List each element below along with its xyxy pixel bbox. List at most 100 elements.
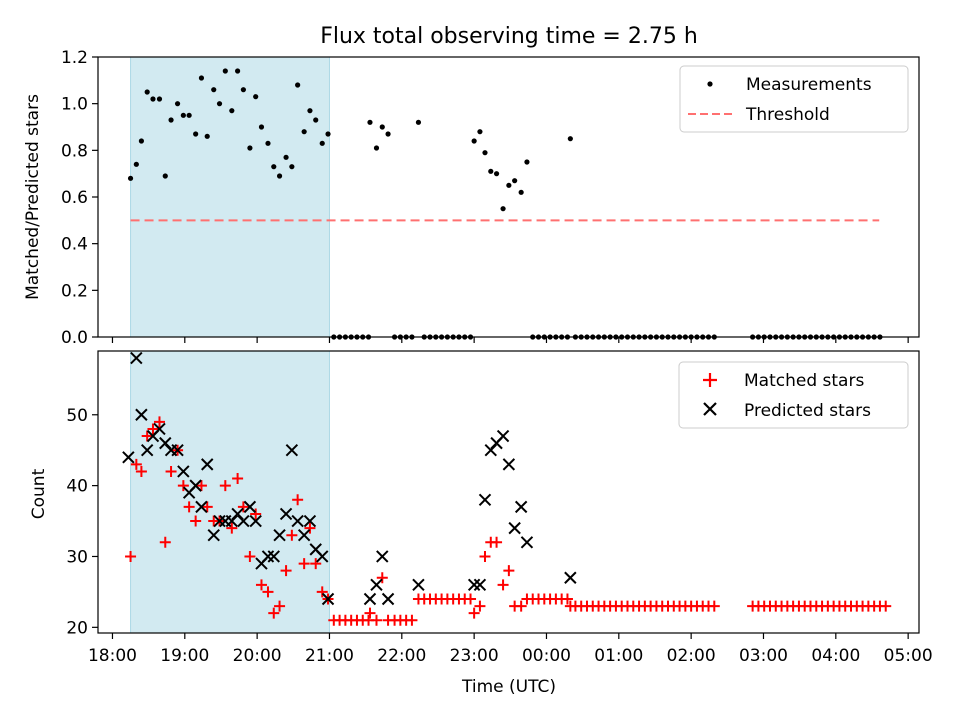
x-tick-label: 04:00 — [811, 646, 860, 666]
measurement-point — [471, 138, 477, 144]
measurement-point — [247, 145, 253, 151]
matched-star-point — [141, 430, 153, 442]
x-axis-label: Time (UTC) — [461, 677, 556, 697]
matched-star-point — [130, 458, 142, 470]
matched-star-point — [370, 614, 382, 626]
measurement-point — [319, 140, 325, 146]
measurement-point — [198, 75, 205, 81]
predicted-star-point — [370, 578, 383, 592]
predicted-star-point — [207, 529, 220, 542]
x-tick-label: 18:00 — [88, 646, 137, 666]
x-tick-label: 05:00 — [884, 646, 933, 666]
y-tick-label: 0.2 — [61, 281, 88, 301]
top-observing-span — [130, 56, 330, 338]
legend-threshold-label: Threshold — [745, 105, 830, 125]
legend-predicted-label: Predicted stars — [744, 401, 871, 421]
matched-star-point — [304, 522, 316, 534]
predicted-star-point — [316, 550, 329, 563]
predicted-star-point — [201, 458, 214, 471]
predicted-star-point — [473, 578, 487, 592]
bottom-legend-box — [678, 361, 909, 429]
predicted-star-point — [496, 429, 510, 443]
predicted-star-point — [291, 514, 304, 528]
predicted-star-point — [564, 571, 577, 584]
matched-star-point — [298, 558, 310, 570]
predicted-star-point — [189, 479, 202, 492]
measurement-point — [174, 101, 181, 107]
predicted-star-point — [381, 592, 395, 606]
matched-star-point — [135, 465, 147, 477]
predicted-star-point — [363, 592, 377, 606]
measurement-point — [500, 206, 506, 212]
matched-star-point — [286, 529, 298, 541]
measurement-point — [258, 124, 265, 130]
matched-star-point — [491, 536, 503, 548]
predicted-star-point — [303, 514, 317, 528]
matched-star-point — [274, 600, 286, 612]
measurement-point — [265, 140, 271, 146]
matched-star-point — [708, 600, 720, 612]
measurement-point — [488, 168, 494, 174]
measurement-point — [144, 89, 150, 95]
measurement-point — [216, 101, 223, 107]
measurement-point — [229, 108, 235, 114]
predicted-star-point — [267, 550, 280, 563]
y-tick-label: 0.8 — [61, 141, 88, 161]
matched-star-point — [201, 501, 213, 513]
matched-star-point — [479, 550, 491, 562]
matched-star-point — [147, 423, 159, 435]
x-tick-label: 02:00 — [667, 646, 716, 666]
measurement-point — [204, 133, 210, 139]
measurement-point — [271, 164, 277, 170]
bottom-y-ticks: 20 30 40 50 — [66, 406, 98, 638]
matched-star-point — [153, 416, 165, 428]
measurement-point — [295, 82, 301, 88]
predicted-star-point — [279, 507, 293, 521]
top-x-ticks — [111, 337, 909, 343]
legend-measurements-label: Measurements — [746, 75, 872, 95]
measurement-point — [168, 117, 174, 123]
measurement-point — [150, 96, 156, 102]
y-tick-label: 20 — [66, 618, 88, 638]
measurement-point — [276, 173, 283, 179]
predicted-star-point — [412, 578, 425, 592]
x-tick-label: 23:00 — [450, 646, 499, 666]
matched-star-point — [465, 593, 477, 605]
predicted-star-point — [237, 514, 250, 528]
matched-stars-points — [125, 416, 892, 626]
measurement-point — [313, 117, 319, 123]
matched-star-point — [237, 501, 249, 513]
bottom-x-ticks: 18:00 19:00 20:00 21:00 22:00 23:00 00:00 01:00… — [88, 633, 933, 666]
predicted-star-point — [130, 351, 143, 365]
predicted-star-point — [153, 422, 166, 436]
y-tick-label: 0.6 — [61, 188, 88, 208]
matched-star-point — [232, 473, 244, 485]
predicted-stars-points — [122, 351, 577, 606]
measurement-point — [162, 173, 168, 179]
predicted-star-point — [195, 500, 208, 514]
matched-star-point — [219, 480, 231, 492]
predicted-star-point — [376, 550, 389, 563]
measurement-point — [283, 154, 289, 160]
y-tick-label: 1.0 — [61, 95, 88, 115]
measurement-point — [222, 68, 228, 74]
measurement-point — [289, 164, 295, 170]
predicted-star-point — [243, 500, 257, 514]
matched-star-point — [364, 607, 376, 619]
y-tick-label: 30 — [66, 547, 88, 567]
top-legend-box — [679, 65, 909, 133]
measurement-point — [415, 119, 422, 125]
matched-star-point — [125, 550, 137, 562]
legend-predicted-marker — [703, 402, 717, 416]
measurement-point — [325, 131, 331, 137]
measurement-point — [235, 68, 241, 74]
predicted-star-point — [177, 465, 190, 478]
bottom-panel: 20 30 40 50 18:00 19:00 20:00 21:00 22:00 23:00 0… — [29, 350, 933, 697]
measurement-point — [193, 131, 199, 137]
top-panel: 0.0 0.2 0.4 0.6 0.8 1.0 1.2 Matched/Predicted … — [23, 48, 920, 348]
x-tick-label: 21:00 — [305, 646, 354, 666]
predicted-star-point — [321, 592, 335, 606]
bottom-legend: Matched stars Predicted stars — [678, 361, 909, 429]
matched-star-point — [159, 536, 171, 548]
